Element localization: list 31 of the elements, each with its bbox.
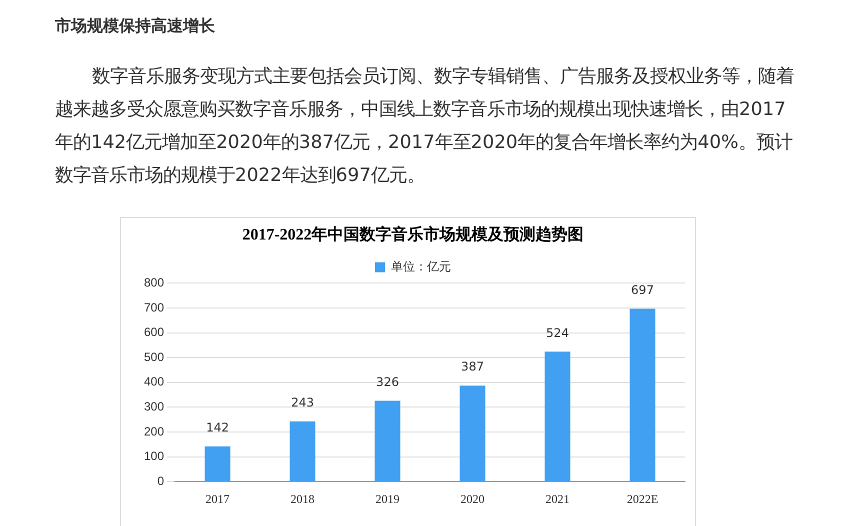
y-tick-label: 700 [144, 300, 164, 314]
data-label: 524 [546, 326, 569, 340]
data-label: 326 [376, 374, 399, 389]
y-tick-label: 100 [144, 449, 164, 464]
chart-title: 2017-2022年中国数字音乐市场规模及预测趋势图 [242, 224, 584, 244]
legend-label: 单位：亿元 [391, 260, 451, 274]
data-label: 697 [631, 282, 654, 297]
x-tick-label: 2020 [460, 492, 485, 506]
y-tick-label: 800 [144, 276, 164, 290]
text: 市场规模保持高速增长 [55, 16, 215, 37]
bar [290, 421, 316, 482]
x-tick-label: 2018 [290, 492, 315, 506]
bar [460, 386, 486, 482]
bar [544, 352, 570, 482]
x-tick-label: 2019 [376, 492, 400, 506]
data-label: 142 [206, 420, 229, 435]
data-label: 243 [291, 395, 314, 410]
x-tick-label: 2017 [206, 492, 230, 506]
bar [374, 400, 400, 482]
data-label: 387 [461, 360, 484, 374]
y-tick-label: 400 [144, 374, 164, 389]
bar [630, 308, 656, 482]
y-tick-label: 200 [144, 424, 164, 438]
y-tick-label: 300 [144, 400, 164, 414]
x-tick-label: 2021 [546, 492, 570, 506]
x-tick-label: 2022E [626, 492, 658, 506]
bar [204, 446, 230, 482]
y-tick-label: 0 [157, 474, 164, 488]
y-tick-label: 500 [144, 350, 164, 364]
text: 数字音乐服务变现方式主要包括会员订阅、数字专辑销售、广告服务及授权业务等，随着越来越多受众愿意购买数字音乐服务，中国线上数字音乐市场的规模出现快速增长，由2017年的142亿元增加至2020年的387亿元，2017年至2020年的复合年增长率约为40%。预计数字音乐市场的规模于2022年达到697亿元。 [55, 65, 795, 188]
y-tick-label: 600 [144, 325, 164, 340]
